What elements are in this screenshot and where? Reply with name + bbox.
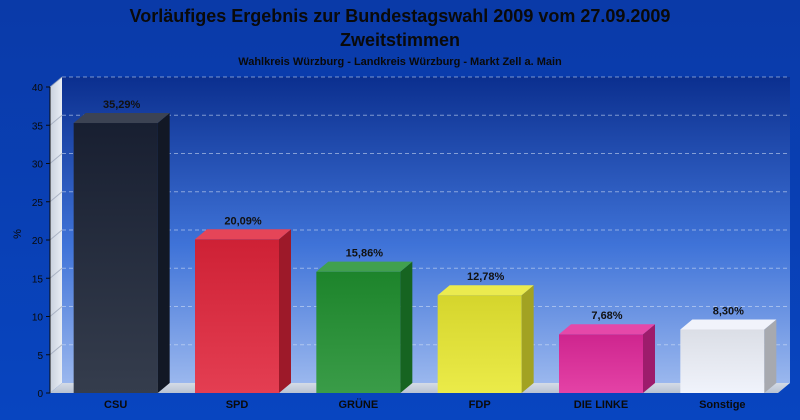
y-tick-label: 5	[37, 351, 43, 362]
bar-side	[643, 324, 655, 393]
data-label: 7,68%	[591, 310, 622, 322]
chart-title-line2: Zweitstimmen	[340, 30, 460, 50]
bar	[195, 229, 291, 393]
bar-top	[437, 285, 534, 296]
y-tick-label: 40	[32, 83, 44, 94]
x-tick-label: Sonstige	[699, 399, 745, 411]
y-axis-ticks: 0 5 10 15 20 25 30 35 40	[32, 83, 51, 400]
bar-front	[559, 334, 643, 393]
chart-title: Vorläufiges Ergebnis zur Bundestagswahl …	[130, 6, 671, 26]
x-tick-label: GRÜNE	[338, 398, 378, 411]
bar-front	[316, 271, 401, 393]
y-tick-label: 10	[32, 313, 44, 324]
data-label: 15,86%	[346, 248, 384, 260]
bar-top	[559, 324, 655, 335]
grid-line-side	[49, 114, 63, 126]
bar-front	[195, 239, 279, 393]
x-axis-labels: CSU SPD GRÜNE FDP DIE LINKE Sonstige	[104, 398, 746, 411]
grid-line-side	[49, 267, 63, 279]
bar-front	[437, 295, 522, 393]
bar-side	[400, 261, 413, 393]
y-tick-label: 0	[37, 389, 43, 400]
y-tick-label: 20	[32, 236, 44, 247]
y-tick-label: 30	[32, 160, 44, 171]
y-tick-label: 15	[32, 274, 44, 285]
bar-front	[680, 329, 765, 393]
y-tick-label: 25	[32, 198, 44, 209]
bar-front	[73, 123, 158, 394]
bar-top	[680, 319, 777, 330]
data-label: 35,29%	[103, 99, 141, 111]
bar-side	[279, 229, 291, 393]
x-tick-label: CSU	[104, 399, 127, 411]
bar-side	[764, 319, 777, 393]
data-labels: 35,29% 20,09% 15,86% 12,78% 7,68% 8,30%	[103, 99, 744, 322]
bar	[316, 261, 413, 393]
grid-line-side	[49, 306, 63, 317]
bar	[559, 324, 655, 393]
bar-side	[157, 113, 170, 394]
bar-top	[73, 113, 170, 124]
bars	[73, 113, 777, 394]
bar-side	[521, 285, 534, 393]
grid-line-side	[49, 191, 63, 203]
bar-top	[316, 261, 413, 272]
grid-line-side	[49, 153, 63, 164]
data-label: 12,78%	[467, 271, 505, 283]
y-tick-label: 35	[32, 121, 44, 132]
bar	[680, 319, 777, 393]
bar-top	[195, 229, 291, 240]
chart-subtitle: Wahlkreis Würzburg - Landkreis Würzburg …	[238, 56, 562, 68]
x-tick-label: DIE LINKE	[574, 399, 628, 411]
grid-line-side	[49, 229, 63, 241]
data-label: 8,30%	[713, 306, 744, 318]
y-axis-label: %	[12, 229, 24, 239]
bar	[73, 113, 170, 394]
grid-lines	[49, 76, 790, 356]
bar	[437, 285, 534, 393]
data-label: 20,09%	[224, 215, 262, 227]
grid-line-side	[49, 344, 63, 356]
x-tick-label: FDP	[469, 399, 491, 411]
x-tick-label: SPD	[226, 399, 249, 411]
grid-line-side	[49, 76, 63, 88]
